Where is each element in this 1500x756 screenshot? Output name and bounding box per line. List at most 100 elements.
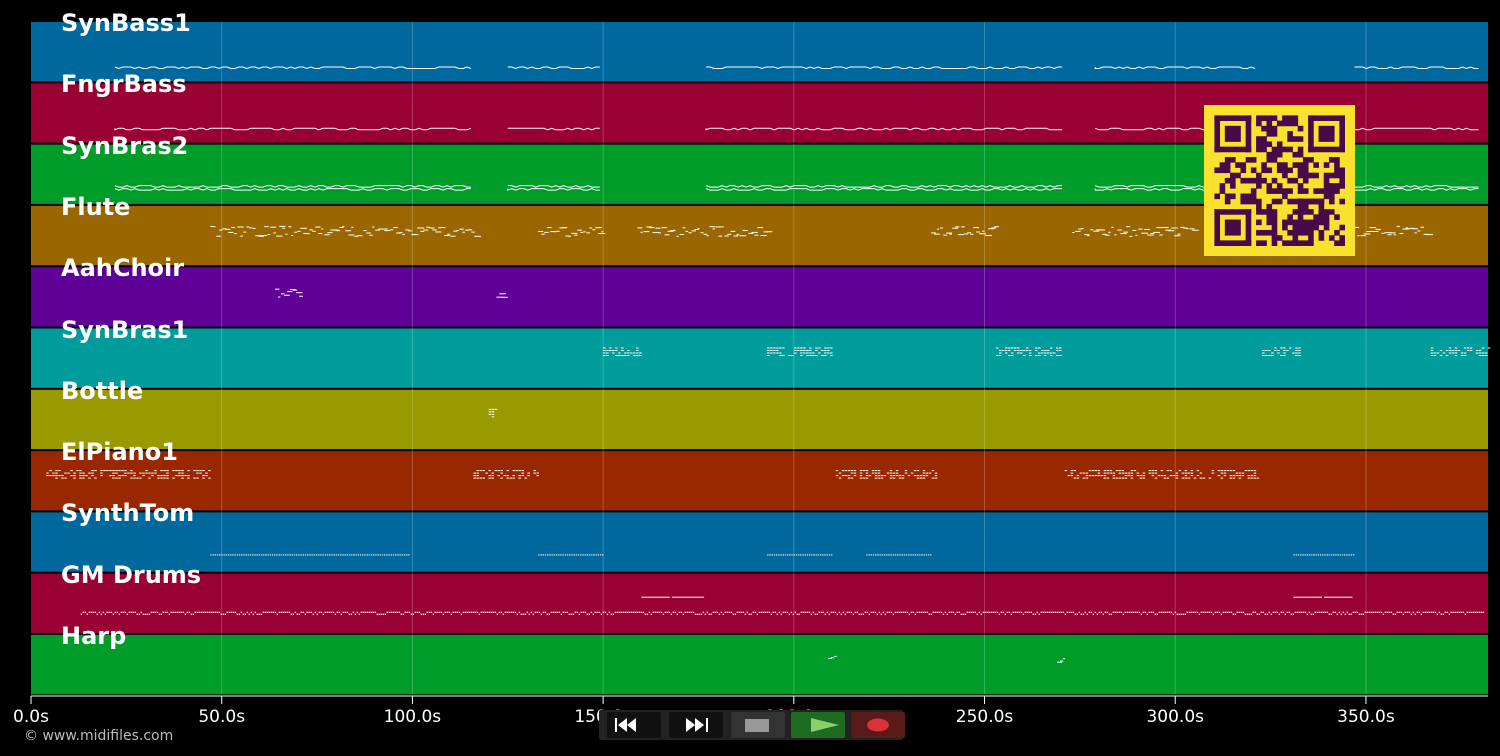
note <box>1126 226 1131 228</box>
note <box>187 470 190 472</box>
qr-module <box>1292 162 1299 168</box>
note <box>637 227 643 229</box>
note <box>718 235 723 237</box>
note <box>964 233 968 235</box>
play-button[interactable] <box>791 712 845 738</box>
note <box>350 613 353 615</box>
note <box>1022 355 1026 356</box>
note <box>504 611 507 613</box>
note <box>730 230 736 232</box>
note <box>1208 477 1212 479</box>
note <box>130 472 133 474</box>
note <box>1141 232 1148 234</box>
note <box>1153 231 1160 233</box>
note <box>922 611 925 613</box>
note <box>454 611 457 613</box>
track-lane-9[interactable] <box>31 573 1488 633</box>
note <box>58 475 61 477</box>
note <box>512 470 515 472</box>
track-lane-7[interactable] <box>31 451 1488 511</box>
note <box>553 554 556 556</box>
note <box>1217 475 1221 477</box>
note <box>187 477 190 479</box>
note <box>1076 475 1080 477</box>
track-lane-6[interactable] <box>31 389 1488 450</box>
note <box>1037 355 1041 356</box>
note <box>880 613 883 615</box>
note <box>163 475 166 477</box>
qr-module <box>1287 146 1293 153</box>
note <box>1211 472 1215 474</box>
note <box>1250 475 1254 477</box>
note <box>877 554 879 556</box>
track-lane-10[interactable] <box>31 635 1488 695</box>
track-label-4: AahChoir <box>61 254 185 283</box>
note <box>1266 613 1269 615</box>
qr-module <box>1282 162 1288 168</box>
note <box>1341 554 1344 556</box>
note <box>904 470 908 472</box>
note <box>1097 475 1101 477</box>
note <box>901 475 905 477</box>
note <box>1350 554 1353 556</box>
note-line <box>1354 188 1479 191</box>
note <box>100 470 103 472</box>
track-lane-8[interactable] <box>31 512 1488 572</box>
note <box>152 611 155 613</box>
note <box>874 475 878 477</box>
note <box>612 613 615 615</box>
note <box>594 611 597 613</box>
qr-module <box>1287 177 1293 184</box>
record-button[interactable] <box>851 712 905 738</box>
note <box>351 554 353 556</box>
note <box>284 611 287 613</box>
note <box>922 472 926 474</box>
note <box>1091 475 1095 477</box>
note <box>767 554 769 556</box>
qr-module <box>1292 209 1299 215</box>
note <box>1217 470 1221 472</box>
note <box>934 472 938 474</box>
note <box>676 613 679 615</box>
note <box>178 472 181 474</box>
note <box>912 611 915 613</box>
track-lane-5[interactable] <box>31 328 1488 388</box>
note <box>898 611 901 613</box>
note <box>1096 613 1099 615</box>
note <box>373 554 375 556</box>
time-tick-label: 0.0s <box>13 707 49 727</box>
note <box>1414 613 1417 615</box>
note <box>79 475 82 477</box>
note <box>892 475 896 477</box>
note-group <box>46 470 211 479</box>
note <box>1132 611 1135 613</box>
track-lane-4[interactable] <box>31 267 1488 327</box>
note <box>116 611 119 613</box>
note <box>1187 477 1191 479</box>
note <box>151 475 154 477</box>
note <box>486 611 489 613</box>
note <box>1028 350 1032 351</box>
note <box>1319 554 1322 556</box>
note <box>228 611 231 613</box>
note <box>476 472 479 474</box>
note <box>1223 470 1227 472</box>
note <box>1088 475 1092 477</box>
track-lane-0[interactable] <box>31 22 1488 82</box>
note <box>1306 554 1309 556</box>
note <box>892 554 895 556</box>
fast-forward-button[interactable] <box>669 712 723 738</box>
stop-button[interactable] <box>731 712 785 738</box>
note <box>1444 611 1447 613</box>
note <box>329 554 331 556</box>
note <box>603 350 606 351</box>
note <box>1322 611 1325 613</box>
qr-module <box>1339 177 1345 184</box>
note <box>1025 350 1029 351</box>
note <box>1430 352 1434 354</box>
note <box>636 347 639 349</box>
rewind-button[interactable] <box>607 712 661 738</box>
note <box>824 347 827 349</box>
note <box>636 352 639 354</box>
note <box>196 477 199 479</box>
